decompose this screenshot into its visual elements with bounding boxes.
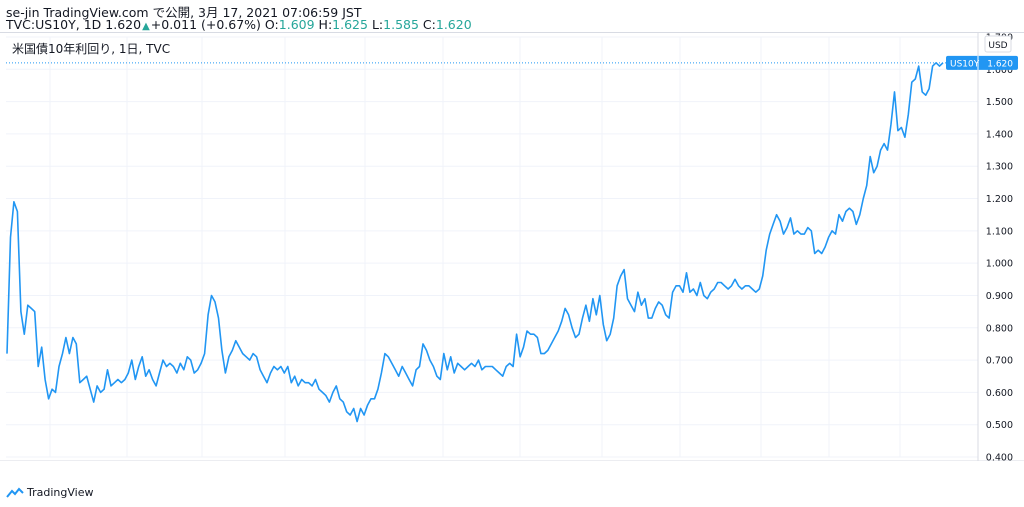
y-tick-label: 0.600 xyxy=(986,388,1013,399)
close-value: 1.620 xyxy=(435,17,472,32)
high-label: H: xyxy=(318,17,333,32)
y-tick-label: 0.700 xyxy=(986,356,1013,367)
y-tick-label: 1.000 xyxy=(986,259,1013,270)
price-change: +0.011 (+0.67%) xyxy=(150,17,261,32)
y-tick-label: 1.300 xyxy=(986,162,1013,173)
triangle-up-icon: ▲ xyxy=(142,21,150,32)
brand-name: TradingView xyxy=(27,486,94,499)
symbol-label: TVC:US10Y, 1D xyxy=(6,17,102,32)
currency-box xyxy=(984,35,1012,53)
ohlc-header: TVC:US10Y, 1D 1.620▲+0.011 (+0.67%) O:1.… xyxy=(6,17,472,32)
y-tick-label: 0.900 xyxy=(986,291,1013,302)
open-label: O: xyxy=(264,17,279,32)
y-tick-label: 1.100 xyxy=(986,226,1013,237)
currency-label: USD xyxy=(988,41,1007,51)
chart-title: 米国債10年利回り, 1日, TVC xyxy=(12,41,170,56)
y-tick-label: 1.600 xyxy=(986,65,1013,76)
low-label: L: xyxy=(371,17,384,32)
y-tick-label: 0.400 xyxy=(986,453,1013,462)
price-tag xyxy=(946,55,1018,70)
y-tick-label: 1.200 xyxy=(986,194,1013,205)
last-price: 1.620 xyxy=(105,17,142,32)
tradingview-logo: TradingView xyxy=(6,486,93,499)
price-tag-symbol: US10Y xyxy=(950,59,980,69)
y-tick-label: 0.800 xyxy=(986,323,1013,334)
open-value: 1.609 xyxy=(278,17,315,32)
price-tag-value: 1.620 xyxy=(987,59,1013,69)
chart-area[interactable]: 1.7001.6001.5001.4001.3001.2001.1001.000… xyxy=(0,32,1024,461)
y-tick-label: 0.500 xyxy=(986,420,1013,431)
y-tick-label: 1.500 xyxy=(986,97,1013,108)
high-value: 1.625 xyxy=(332,17,368,32)
close-label: C: xyxy=(422,17,436,32)
tradingview-icon xyxy=(6,487,24,498)
y-tick-label: 1.400 xyxy=(986,129,1013,140)
series-line-us10y xyxy=(6,62,944,423)
publish-info: se-jin TradingView.com で公開, 3月 17, 2021 … xyxy=(6,5,362,20)
low-value: 1.585 xyxy=(383,17,419,32)
line-chart[interactable]: 1.7001.6001.5001.4001.3001.2001.1001.000… xyxy=(0,33,1024,461)
